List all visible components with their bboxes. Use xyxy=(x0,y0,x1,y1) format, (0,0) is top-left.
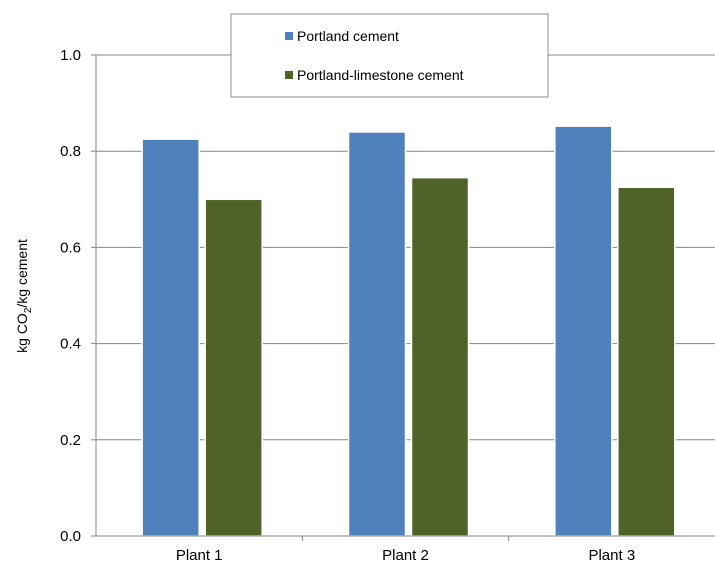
y-axis-title: kg CO2/kg cement xyxy=(14,239,34,353)
axes xyxy=(95,55,715,537)
y-tick-labels: 0.0 0.2 0.4 0.6 0.8 1.0 xyxy=(60,47,81,545)
bar xyxy=(141,138,200,537)
legend-swatch-portland-limestone xyxy=(285,71,293,79)
y-axis-title-post: /kg cement xyxy=(14,239,30,308)
y-tick-label: 0.2 xyxy=(60,432,81,449)
y-axis-title-pre: kg CO xyxy=(14,313,30,353)
x-tick-label: Plant 3 xyxy=(588,547,635,564)
y-tick-label: 0.8 xyxy=(60,143,81,160)
bars xyxy=(141,125,676,541)
y-tick-label: 1.0 xyxy=(60,47,81,64)
legend-swatch-portland xyxy=(285,32,293,40)
bar xyxy=(204,198,263,537)
x-tick-labels: Plant 1 Plant 2 Plant 3 xyxy=(176,547,635,564)
x-tick-label: Plant 2 xyxy=(382,547,429,564)
legend-box xyxy=(230,13,549,98)
legend-label-portland: Portland cement xyxy=(297,28,399,44)
bar xyxy=(617,186,676,537)
bar xyxy=(554,125,613,537)
legend-label-portland-limestone: Portland-limestone cement xyxy=(297,67,464,83)
bar xyxy=(410,176,470,537)
y-tick-label: 0.4 xyxy=(60,336,81,353)
x-tick-label: Plant 1 xyxy=(176,547,223,564)
y-tick-label: 0.0 xyxy=(60,528,81,545)
y-tick-label: 0.6 xyxy=(60,239,81,256)
bar xyxy=(347,131,407,537)
legend: Portland cement Portland-limestone cemen… xyxy=(230,13,549,98)
y-axis-title-sub: 2 xyxy=(23,307,34,313)
